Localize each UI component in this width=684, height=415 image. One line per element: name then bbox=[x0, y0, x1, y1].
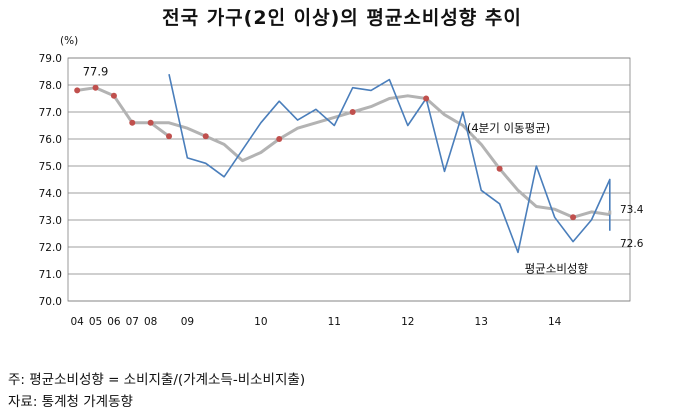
data-label-quarterly-end: 72.6 bbox=[620, 238, 644, 250]
quarterly-consumption-line bbox=[168, 74, 611, 254]
data-label-moving-average-end: 73.4 bbox=[620, 204, 644, 216]
footnote-definition: 주: 평균소비성향 = 소비지출/(가계소득-비소비지출) bbox=[8, 372, 306, 388]
annual-point bbox=[147, 119, 154, 126]
x-tick-label: 04 bbox=[70, 316, 84, 328]
y-tick-label: 71.0 bbox=[39, 269, 62, 281]
y-tick-label: 74.0 bbox=[39, 188, 62, 200]
annual-average-point bbox=[276, 136, 283, 142]
y-tick-label: 70.0 bbox=[39, 296, 62, 308]
x-group-label-quarterly: (분기별) bbox=[332, 339, 373, 340]
annual-average-point bbox=[423, 95, 430, 102]
x-tick-label: 06 bbox=[107, 316, 121, 328]
x-tick-label: 07 bbox=[126, 316, 139, 328]
x-tick-label: 05 bbox=[89, 316, 102, 328]
x-tick-label: 14 bbox=[548, 316, 562, 328]
x-tick-label: 08 bbox=[144, 316, 157, 328]
legend-quarterly: 평균소비성향 bbox=[525, 262, 589, 276]
moving-average-line bbox=[76, 86, 611, 219]
x-tick-label: 10 bbox=[254, 316, 267, 328]
annual-average-point bbox=[349, 109, 356, 115]
y-tick-label: 76.0 bbox=[39, 134, 62, 146]
annual-average-point bbox=[496, 165, 503, 172]
x-tick-label: 12 bbox=[401, 316, 414, 328]
y-unit-label: (%) bbox=[60, 35, 78, 47]
annual-average-point bbox=[570, 214, 577, 221]
x-tick-label: 09 bbox=[181, 316, 194, 328]
x-group-label-annual: (연도별) bbox=[83, 339, 124, 340]
footnote-source: 자료: 통계청 가계동향 bbox=[8, 394, 133, 410]
annual-point bbox=[129, 119, 136, 126]
plot-frame bbox=[67, 57, 631, 302]
y-tick-label: 79.0 bbox=[39, 53, 62, 65]
x-tick-label: 11 bbox=[328, 316, 341, 328]
annual-average-point bbox=[202, 133, 209, 140]
annual-point bbox=[74, 87, 81, 94]
legend-moving-average: (4분기 이동평균) bbox=[467, 121, 550, 135]
line-chart: (%) 70.0 71.0 72.0 73.0 74.0 75.0 76.0 77.0 78.0 7… bbox=[39, 35, 644, 340]
y-tick-label: 73.0 bbox=[39, 215, 62, 227]
chart-title: 전국 가구(2인 이상)의 평균소비성향 추이 bbox=[162, 7, 522, 29]
y-tick-label: 77.0 bbox=[39, 107, 62, 119]
data-label-peak: 77.9 bbox=[83, 65, 109, 79]
y-tick-label: 72.0 bbox=[39, 242, 62, 254]
annual-point bbox=[110, 92, 117, 99]
annual-point bbox=[92, 84, 99, 91]
y-tick-label: 78.0 bbox=[39, 80, 62, 92]
x-tick-label: 13 bbox=[475, 316, 488, 328]
annual-point bbox=[166, 133, 173, 140]
y-tick-label: 75.0 bbox=[39, 161, 62, 173]
